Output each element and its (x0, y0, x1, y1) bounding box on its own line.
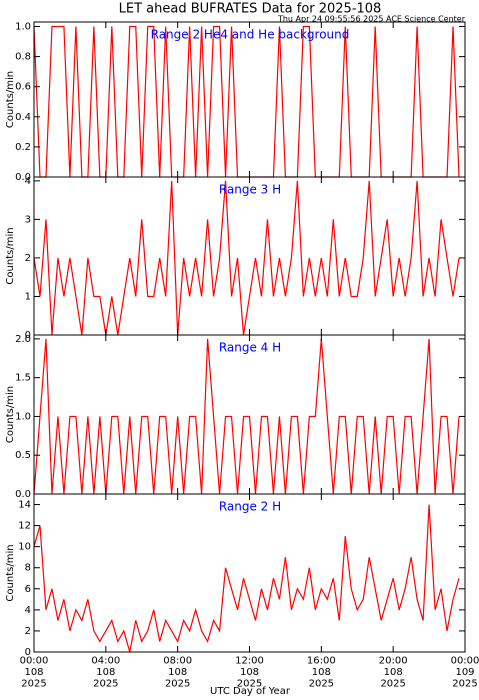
y-axis-label: Counts/min (5, 544, 16, 601)
x-tick-label: 16:00 108 2025 (307, 656, 336, 690)
y-tick-label: 3 (25, 214, 31, 225)
data-line (33, 504, 460, 653)
x-tick-label: 20:00 108 2025 (379, 656, 408, 690)
y-tick-label: 0 (25, 647, 31, 658)
y-tick-label: 0.0 (15, 489, 31, 500)
y-tick-label: 4 (25, 605, 31, 616)
y-tick-label: 1.5 (15, 373, 31, 384)
y-tick-label: 2 (25, 253, 31, 264)
y-tick-label: 14 (18, 500, 31, 511)
panel-label: Range 2 He4 and He background (151, 28, 350, 42)
y-tick-label: 1.0 (15, 22, 31, 33)
y-tick-label: 10 (18, 542, 31, 553)
y-axis-label: Counts/min (5, 227, 16, 284)
panel-label: Range 4 H (219, 341, 281, 355)
y-tick-label: 0.8 (15, 52, 31, 63)
y-tick-label: 0.5 (15, 450, 31, 461)
y-tick-label: 0.0 (15, 172, 31, 183)
x-tick-label: 08:00 108 2025 (163, 656, 192, 690)
y-tick-label: 0.2 (15, 142, 31, 153)
data-line (33, 180, 460, 336)
x-axis-label: UTC Day of Year (210, 686, 291, 697)
panel-label: Range 2 H (219, 500, 281, 514)
data-line (33, 338, 460, 495)
y-axis-label: Counts/min (5, 386, 16, 443)
y-tick-label: 4 (25, 176, 31, 187)
y-tick-label: 8 (25, 563, 31, 574)
y-axis-label: Counts/min (5, 71, 16, 128)
y-tick-label: 12 (18, 521, 31, 532)
x-tick-label: 12:00 108 2025 (235, 656, 264, 690)
y-tick-label: 2 (25, 626, 31, 637)
x-tick-label: 00:00 109 2025 (451, 656, 479, 690)
y-tick-label: 0.4 (15, 112, 31, 123)
chart-subtitle: Thu Apr 24 09:55:56 2025 ACE Science Cen… (277, 15, 466, 24)
chart-title: LET ahead BUFRATES Data for 2025-108 (119, 2, 382, 17)
y-tick-label: 0.6 (15, 82, 31, 93)
y-tick-label: 0 (25, 330, 31, 341)
y-tick-label: 1 (25, 291, 31, 302)
y-tick-label: 6 (25, 584, 31, 595)
x-tick-label: 04:00 108 2025 (91, 656, 120, 690)
x-tick-label: 00:00 108 2025 (20, 656, 49, 690)
panel-label: Range 3 H (219, 183, 281, 197)
y-tick-label: 2.0 (15, 334, 31, 345)
y-tick-label: 1.0 (15, 411, 31, 422)
